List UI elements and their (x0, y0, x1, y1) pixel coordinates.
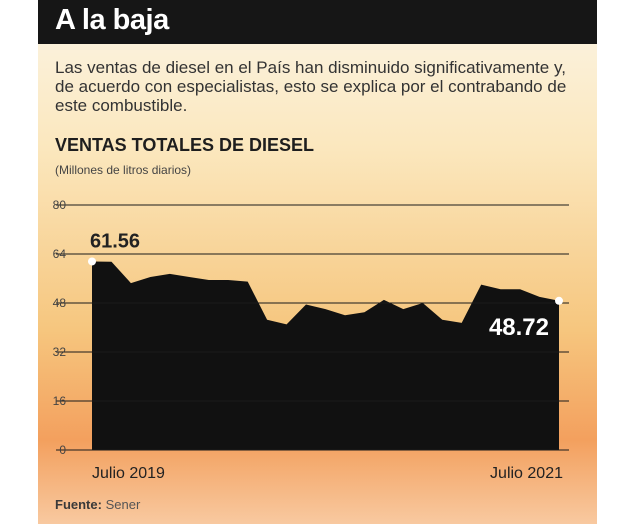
chart-subtitle: (Millones de litros diarios) (55, 163, 192, 177)
annotation-start: 61.56 (90, 230, 140, 252)
source-value: Sener (105, 497, 141, 512)
data-point-marker (88, 257, 96, 266)
source-note: Fuente: Sener (55, 497, 140, 512)
x-tick-label: Julio 2021 (490, 465, 563, 482)
y-tick-label: 32 (53, 345, 67, 359)
x-tick-label: Julio 2019 (92, 465, 165, 482)
header-bar: A la baja (38, 0, 597, 44)
y-tick-label: 80 (53, 198, 67, 212)
area-series (92, 261, 559, 450)
source-label: Fuente: (55, 497, 102, 512)
y-tick-label: 16 (53, 394, 67, 408)
intro-text: Las ventas de diesel en el País han dism… (55, 58, 567, 115)
y-tick-label: 48 (53, 296, 67, 310)
chart-title: VENTAS TOTALES DE DIESEL (55, 135, 315, 155)
y-tick-label: 64 (53, 247, 67, 261)
data-point-marker (555, 296, 563, 305)
diesel-sales-chart: 0 16 32 48 64 80 61.56 48.72 Julio 2019 Julio 202… (53, 198, 569, 482)
annotation-end: 48.72 (489, 314, 549, 341)
y-tick-label: 0 (59, 443, 66, 457)
infographic-card: A la baja Las ventas de diesel en el Paí… (38, 0, 597, 524)
page-title: A la baja (55, 4, 169, 36)
